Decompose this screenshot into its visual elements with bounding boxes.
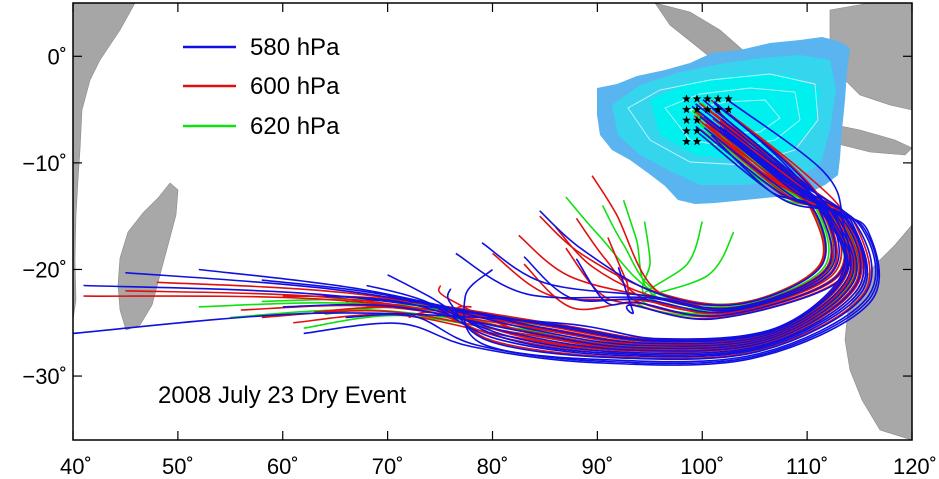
star-marker-icon: [713, 105, 723, 114]
star-marker-icon: [692, 94, 702, 103]
star-marker-icon: [682, 126, 691, 135]
y-tick-label: −20˚: [22, 257, 67, 282]
legend-item-580: 580 hPa: [183, 34, 340, 61]
legend-label-580: 580 hPa: [250, 34, 340, 61]
y-axis-ticks: 0˚ −10˚ −20˚ −30˚: [22, 44, 912, 389]
africa-landmass: [73, 3, 136, 321]
madagascar-landmass: [117, 182, 179, 331]
star-marker-icon: [682, 105, 691, 114]
x-tick-label: 110˚: [786, 454, 828, 479]
x-tick-label: 60˚: [267, 454, 299, 479]
trajectory-line: [345, 116, 879, 365]
y-tick-label: −10˚: [22, 151, 67, 176]
trajectory-line: [539, 134, 827, 307]
x-tick-label: 40˚: [60, 454, 92, 479]
trajectory-line: [324, 133, 862, 352]
star-marker-icon: [692, 137, 702, 146]
y-tick-label: 0˚: [47, 44, 67, 69]
star-marker-icon: [692, 115, 702, 124]
trajectory-line: [591, 108, 825, 306]
star-marker-icon: [682, 137, 691, 146]
x-tick-label: 120˚: [893, 454, 937, 479]
legend-label-620: 620 hPa: [250, 113, 340, 140]
legend-item-620: 620 hPa: [183, 113, 340, 140]
x-tick-label: 90˚: [581, 454, 613, 479]
star-marker-icon: [724, 94, 733, 103]
star-marker-icon: [703, 105, 712, 114]
star-marker-icon: [682, 115, 691, 124]
trajectory-line: [198, 102, 852, 345]
star-marker-icon: [692, 105, 702, 114]
trajectory-line: [462, 105, 877, 363]
trajectory-line: [455, 99, 837, 312]
star-marker-icon: [724, 105, 733, 114]
trajectory-line: [261, 107, 855, 348]
x-tick-label: 70˚: [372, 454, 404, 479]
legend-item-600: 600 hPa: [183, 73, 340, 100]
legend-label-600: 600 hPa: [250, 73, 340, 100]
trajectory-line: [446, 103, 873, 361]
trajectory-line: [575, 115, 847, 317]
y-tick-label: −30˚: [22, 364, 67, 389]
trajectory-line: [387, 127, 867, 356]
x-tick-label: 50˚: [162, 454, 194, 479]
x-axis-ticks: 40˚ 50˚ 60˚ 70˚ 80˚ 90˚ 100˚ 110˚ 120˚: [60, 3, 937, 479]
start-point-markers: [682, 94, 733, 146]
star-marker-icon: [692, 126, 702, 135]
australia-landmass: [844, 224, 912, 440]
legend: 580 hPa 600 hPa 620 hPa: [183, 34, 340, 140]
star-marker-icon: [713, 94, 723, 103]
trajectory-line: [282, 130, 858, 350]
star-marker-icon: [682, 94, 691, 103]
event-title: 2008 July 23 Dry Event: [158, 382, 406, 409]
trajectories-580hPa: [73, 99, 881, 366]
x-tick-label: 80˚: [477, 454, 509, 479]
trajectory-line: [617, 99, 851, 321]
star-marker-icon: [703, 94, 712, 103]
x-tick-label: 100˚: [680, 454, 724, 479]
trajectory-line: [481, 101, 833, 310]
